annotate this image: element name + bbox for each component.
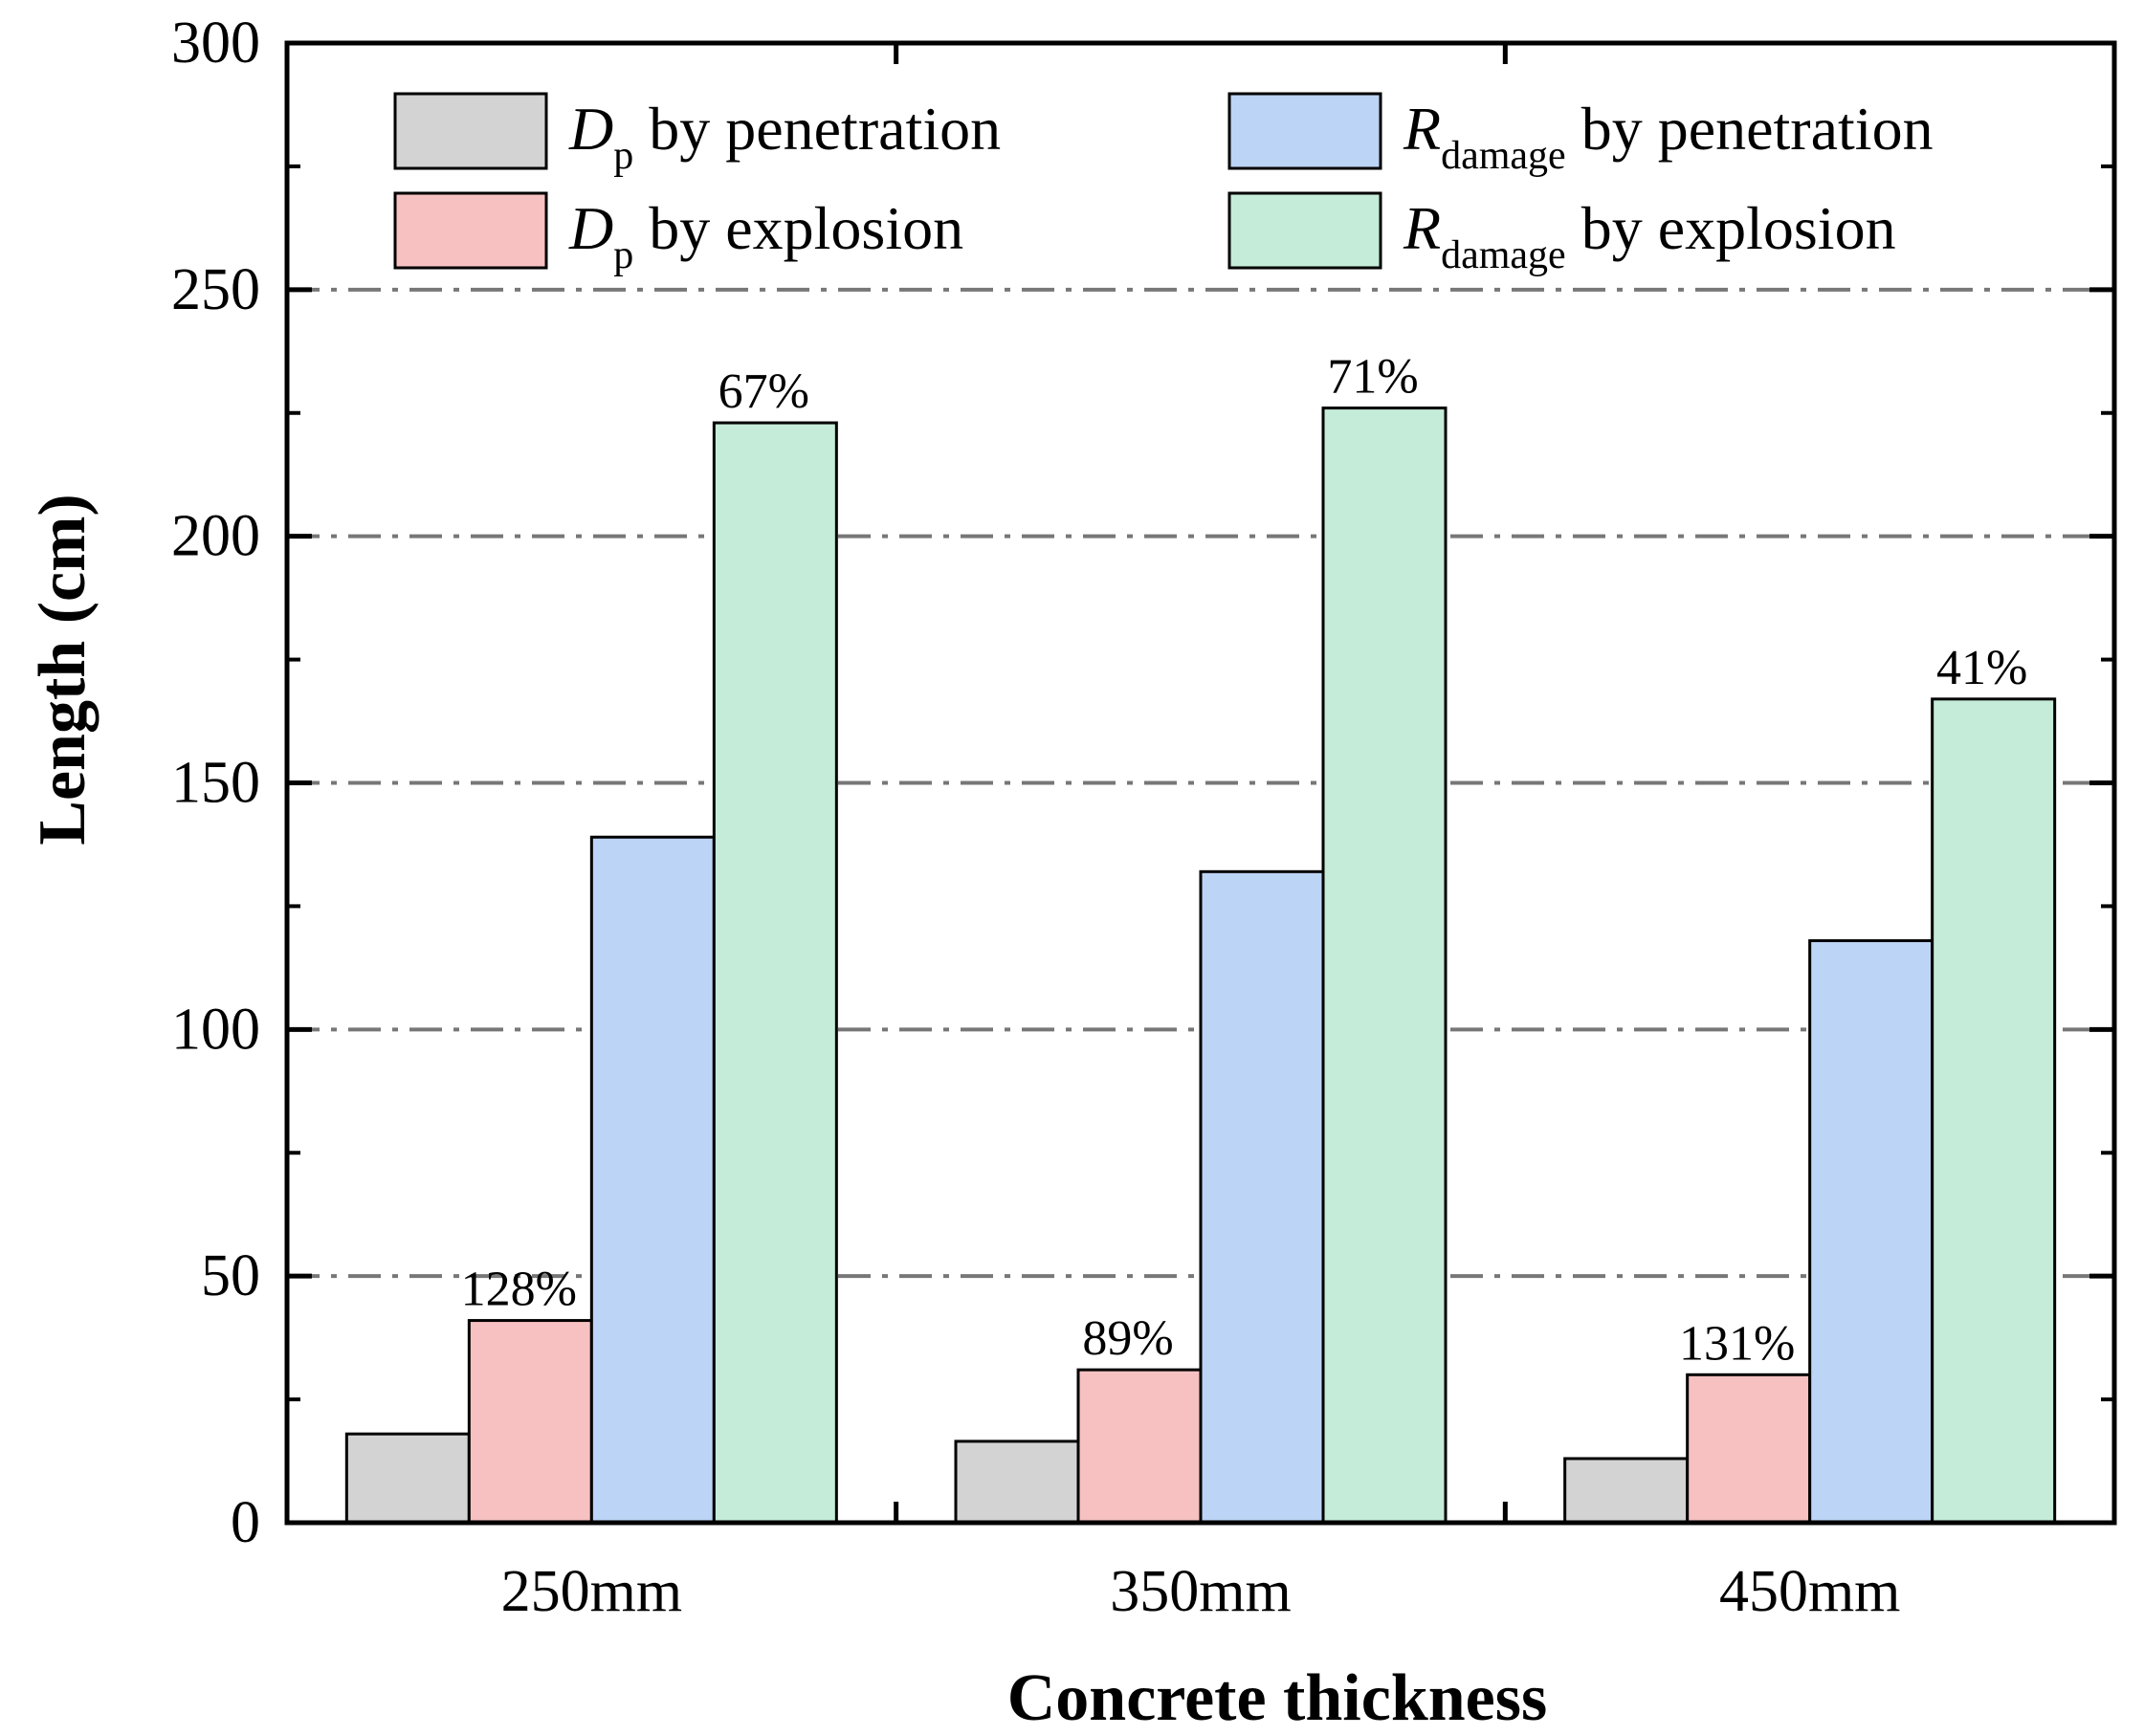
bar-annotation: 41% (1936, 641, 2027, 695)
legend-swatch (1227, 191, 1382, 270)
bar-350mm-series-1 (954, 1439, 1080, 1525)
legend-label: Rdamage by penetration (1403, 95, 1934, 178)
y-tick-label: 50 (201, 1243, 260, 1308)
legend-label: Dp by explosion (568, 194, 963, 277)
y-tick-label: 0 (231, 1490, 260, 1555)
bars (344, 407, 2057, 1525)
y-tick-label: 200 (171, 504, 260, 569)
y-tick-label: 250 (171, 257, 260, 322)
x-axis-title: Concrete thickness (1007, 1661, 1547, 1735)
bar-250mm-series-3 (589, 835, 716, 1525)
bar-250mm-series-4 (712, 421, 838, 1525)
bar-250mm-series-2 (467, 1319, 593, 1525)
y-axis-title: Length (cm) (26, 494, 99, 845)
legend: Dp by penetration Dp by explosion Rdamage … (393, 92, 1934, 277)
bar-250mm-series-1 (344, 1432, 471, 1525)
x-tick-label: 250mm (501, 1559, 682, 1624)
bar-350mm-series-3 (1199, 869, 1325, 1525)
bar-annotations: 128% 67% 89% 71% 131% 41% (461, 350, 2028, 1372)
y-tick-label: 100 (171, 997, 260, 1062)
bar-450mm-series-3 (1808, 939, 1934, 1525)
bar-350mm-series-4 (1321, 407, 1448, 1525)
bar-450mm-series-1 (1563, 1457, 1690, 1525)
bar-350mm-series-2 (1076, 1368, 1203, 1525)
legend-swatch (393, 191, 548, 270)
x-tick-label: 350mm (1110, 1559, 1291, 1624)
bar-annotation: 128% (461, 1263, 577, 1317)
bar-450mm-series-4 (1931, 697, 2057, 1525)
y-tick-label: 150 (171, 751, 260, 816)
bar-450mm-series-2 (1686, 1373, 1812, 1525)
bar-annotation: 131% (1679, 1316, 1795, 1371)
legend-swatch (393, 92, 548, 170)
x-tick-label: 450mm (1719, 1559, 1900, 1624)
legend-label: Dp by penetration (568, 95, 1001, 178)
bar-annotation: 89% (1082, 1311, 1173, 1366)
bar-annotation: 71% (1327, 350, 1418, 405)
axis-ticks: 0 50 100 150 200 250 300 250mm 350mm 450mm (171, 11, 2114, 1624)
legend-label: Rdamage by explosion (1403, 194, 1896, 277)
y-tick-label: 300 (171, 11, 260, 76)
bar-annotation: 67% (718, 364, 809, 419)
legend-swatch (1227, 92, 1382, 170)
